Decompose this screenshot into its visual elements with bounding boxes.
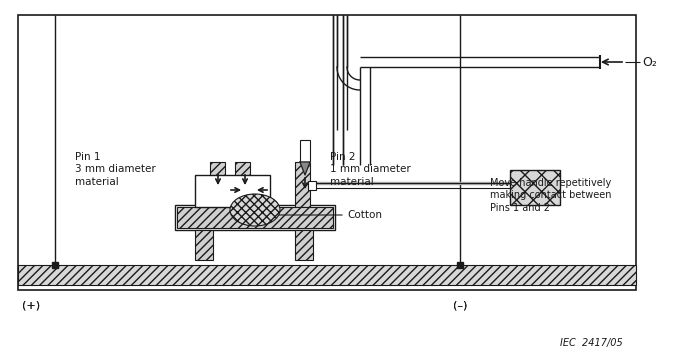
Bar xyxy=(295,162,310,207)
Text: Cotton: Cotton xyxy=(347,210,382,220)
Text: Pin 2
1 mm diameter
material: Pin 2 1 mm diameter material xyxy=(330,152,411,187)
Bar xyxy=(308,181,316,190)
Text: (+): (+) xyxy=(22,300,40,310)
Text: O₂: O₂ xyxy=(642,55,657,69)
Text: (–): (–) xyxy=(453,300,467,310)
Text: (+): (+) xyxy=(22,300,40,310)
Bar xyxy=(235,162,250,202)
Polygon shape xyxy=(300,162,310,175)
Bar xyxy=(195,175,270,207)
Bar xyxy=(177,207,333,228)
Bar xyxy=(175,205,335,230)
Text: Move handle repetitively
making contact between
Pins 1 and 2: Move handle repetitively making contact … xyxy=(490,178,611,213)
Bar xyxy=(210,162,225,202)
Bar xyxy=(510,170,560,205)
Bar xyxy=(300,140,310,162)
Text: (–): (–) xyxy=(453,300,467,310)
Ellipse shape xyxy=(230,194,280,226)
Text: Pin 1
3 mm diameter
material: Pin 1 3 mm diameter material xyxy=(75,152,156,187)
Bar xyxy=(18,265,636,285)
Bar xyxy=(295,230,313,260)
Bar xyxy=(195,230,213,260)
Bar xyxy=(18,15,636,290)
Text: IEC  2417/05: IEC 2417/05 xyxy=(560,338,623,348)
